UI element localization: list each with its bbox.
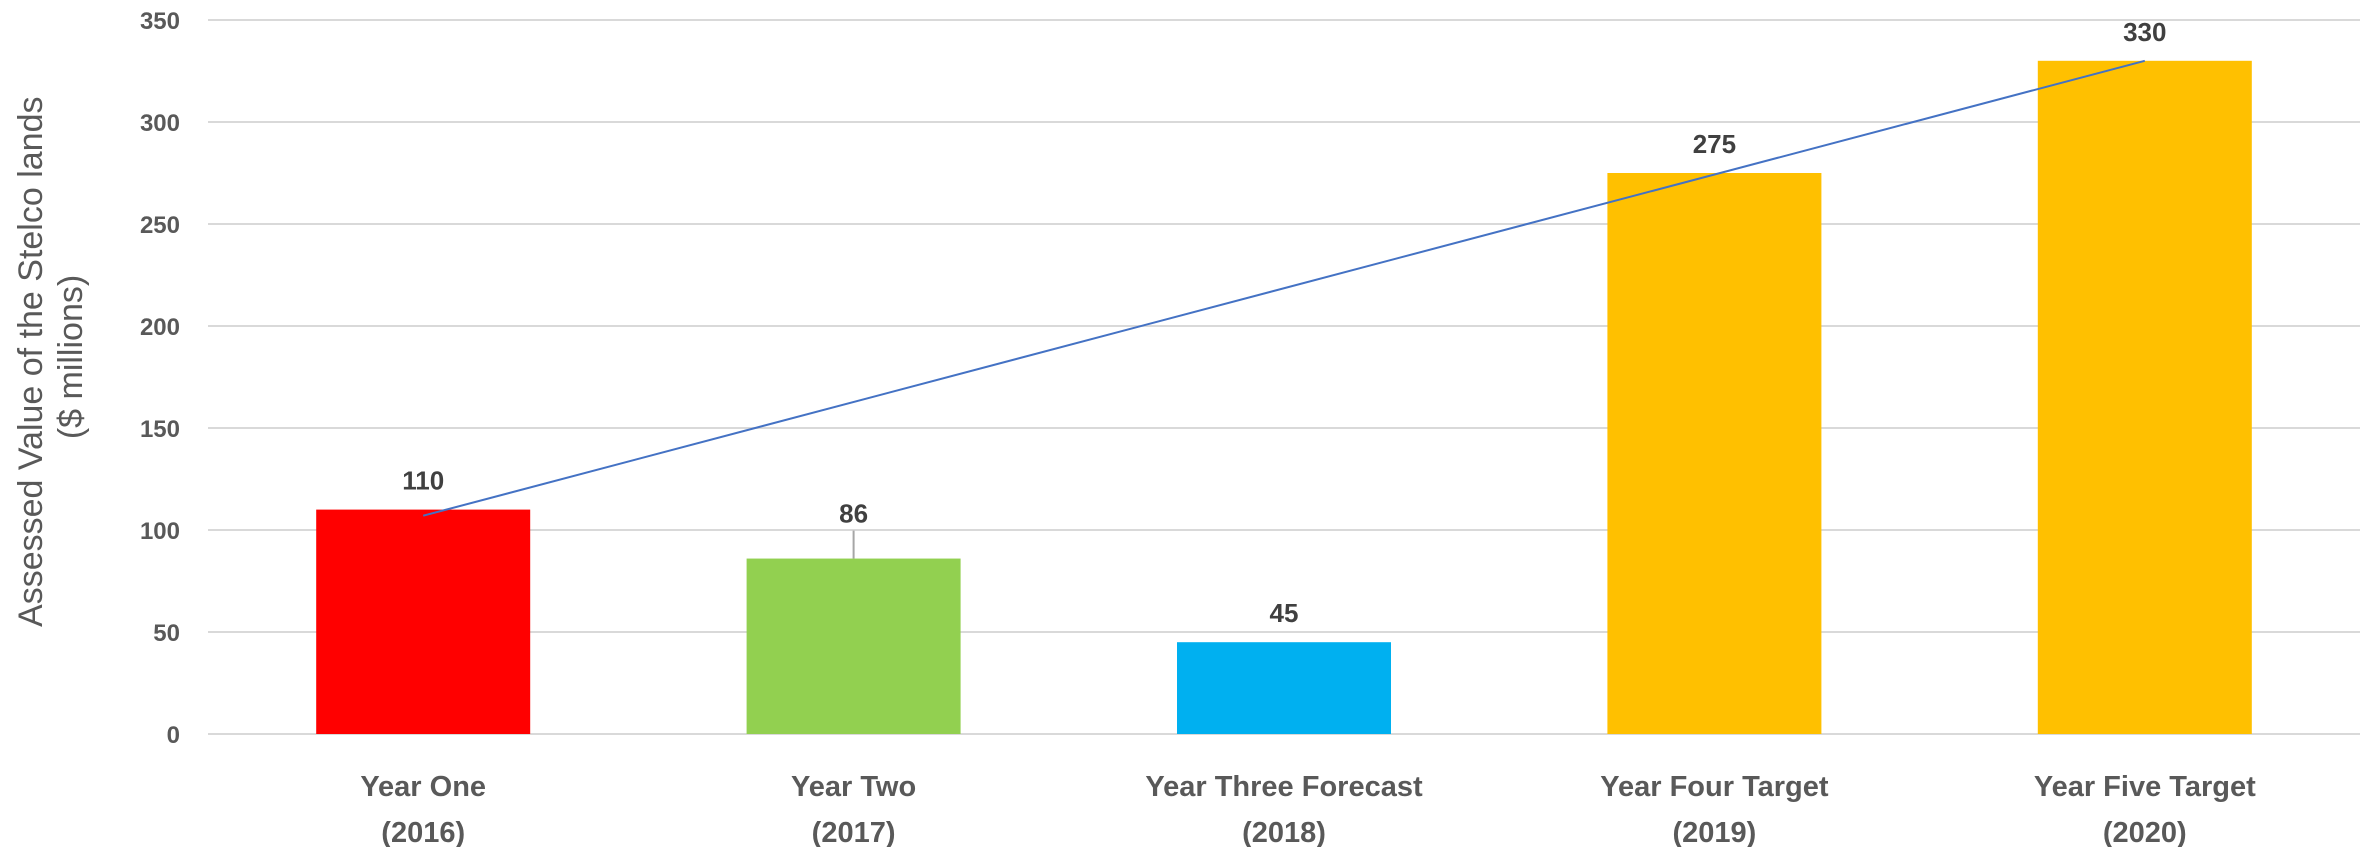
- data-label: 330: [2123, 17, 2166, 47]
- data-labels: 110 86 45 275 330: [402, 17, 2166, 628]
- trendline: [422, 59, 2146, 517]
- x-tick-label-year: (2017): [812, 817, 896, 847]
- x-tick-label-year: (2018): [1242, 817, 1326, 847]
- x-axis-categories: Year One (2016) Year Two (2017) Year Three F…: [360, 771, 2256, 847]
- y-tick-label: 50: [153, 620, 180, 647]
- x-tick-label: Year Three Forecast (2018): [1145, 771, 1423, 847]
- x-tick-label: Year One (2016): [360, 771, 486, 847]
- x-tick-label-year: (2020): [2103, 817, 2187, 847]
- data-label: 45: [1270, 598, 1299, 628]
- y-tick-label: 150: [140, 416, 180, 443]
- bar: [316, 509, 531, 734]
- data-label: 86: [839, 499, 868, 529]
- bars: [316, 60, 2252, 735]
- x-tick-label: Year Four Target (2019): [1600, 771, 1829, 847]
- x-tick-label: Year Five Target (2020): [2034, 771, 2256, 847]
- x-tick-label-name: Year Five Target: [2034, 771, 2256, 803]
- data-label: 110: [402, 466, 444, 496]
- data-label: 275: [1693, 129, 1736, 159]
- y-tick-label: 250: [140, 212, 180, 239]
- bar: [1177, 642, 1391, 734]
- bar: [2037, 60, 2252, 735]
- y-axis-title-line-2: ($ millions): [52, 275, 90, 439]
- y-axis-title-line-1: Assessed Value of the Stelco lands: [12, 96, 50, 626]
- x-tick-label-name: Year Three Forecast: [1145, 771, 1423, 803]
- bar: [1607, 173, 1822, 734]
- x-tick-label-year: (2016): [381, 817, 465, 847]
- trendline-layer: [422, 59, 2146, 517]
- x-tick-label-name: Year Two: [791, 771, 916, 803]
- gridlines: [208, 19, 2360, 735]
- y-axis-ticks: 0 50 100 150 200 250 300 350: [140, 8, 180, 749]
- x-tick-label-year: (2019): [1672, 817, 1756, 847]
- y-tick-label: 0: [167, 722, 180, 749]
- x-tick-label-name: Year Four Target: [1600, 771, 1829, 803]
- y-tick-label: 100: [140, 518, 180, 545]
- bar: [746, 558, 961, 734]
- x-tick-label-name: Year One: [360, 771, 486, 803]
- y-tick-label: 200: [140, 314, 180, 341]
- y-tick-label: 300: [140, 110, 180, 137]
- y-axis-title: Assessed Value of the Stelco lands ($ mi…: [12, 87, 90, 627]
- x-tick-label: Year Two (2017): [791, 771, 916, 847]
- y-axis-title-group: Assessed Value of the Stelco lands ($ mi…: [12, 87, 90, 627]
- y-tick-label: 350: [140, 8, 180, 35]
